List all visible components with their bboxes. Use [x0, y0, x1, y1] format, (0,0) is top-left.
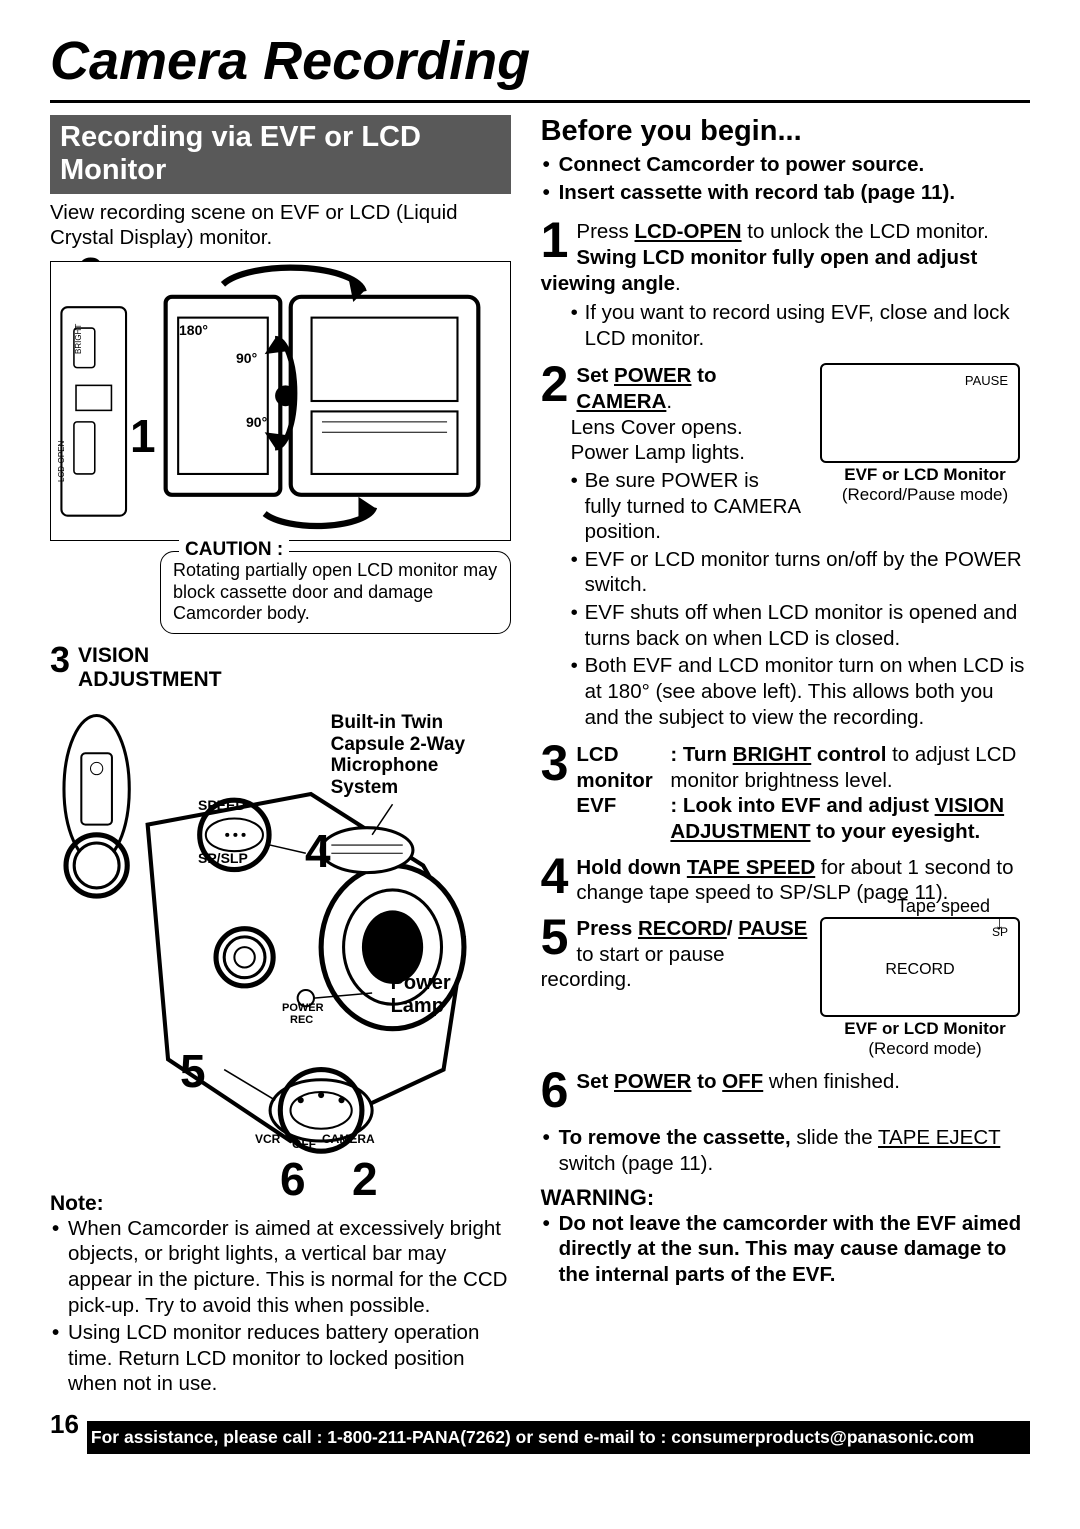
rec-label: REC	[290, 1014, 313, 1026]
step-2-sub: Both EVF and LCD monitor turn on when LC…	[571, 653, 1030, 730]
bright-label: BRIGHT	[74, 324, 83, 354]
step-6-text: Set POWER to OFF when finished.	[541, 1069, 1030, 1095]
lcd-val: : Turn BRIGHT control to adjust LCD moni…	[670, 742, 1030, 793]
before-you-begin-heading: Before you begin...	[541, 115, 1030, 148]
lcd-open-label: LCD-OPEN	[57, 441, 66, 482]
vision-adjustment-label: VISION ADJUSTMENT	[78, 644, 238, 692]
power-lamp-label: Power Lamp	[391, 972, 471, 1018]
before-bullet: Insert cassette with record tab (page 11…	[541, 180, 1030, 206]
lcd-key: LCD monitor	[576, 742, 666, 793]
note-item: When Camcorder is aimed at excessively b…	[50, 1216, 511, 1319]
callout-4: 4	[305, 824, 331, 878]
section-heading: Recording via EVF or LCD Monitor	[50, 115, 511, 194]
monitor-sublabel-2: (Record mode)	[820, 1039, 1030, 1059]
step-1-num: 1	[541, 219, 569, 262]
vision-num: 3	[50, 644, 70, 676]
monitor-label: EVF or LCD Monitor	[820, 465, 1030, 485]
caution-label: CAUTION :	[179, 539, 289, 562]
caution-text: Rotating partially open LCD monitor may …	[173, 560, 497, 623]
pause-indicator: PAUSE	[965, 373, 1008, 388]
step-2-sub: EVF or LCD monitor turns on/off by the P…	[571, 547, 1030, 598]
footer-assistance: For assistance, please call : 1-800-211-…	[87, 1421, 1030, 1454]
page-title: Camera Recording	[50, 30, 1030, 103]
page-number: 16	[50, 1409, 87, 1454]
step-6-num: 6	[541, 1069, 569, 1112]
step-2-sub: EVF shuts off when LCD monitor is opened…	[571, 600, 1030, 651]
evf-key: EVF	[576, 793, 666, 844]
vcr-label: VCR	[255, 1132, 280, 1146]
monitor-label-2: EVF or LCD Monitor	[820, 1019, 1030, 1039]
warning-heading: WARNING:	[541, 1185, 1030, 1211]
callout-1: 1	[130, 409, 156, 463]
angle-90a: 90°	[236, 350, 257, 366]
power-small-label: POWER	[282, 1002, 324, 1014]
note-item: Using LCD monitor reduces battery operat…	[50, 1320, 511, 1397]
step-2-num: 2	[541, 363, 569, 406]
spslp-label: SP/SLP	[198, 850, 248, 866]
record-indicator: RECORD	[822, 961, 1018, 979]
warning-text: Do not leave the camcorder with the EVF …	[541, 1211, 1030, 1288]
monitor-sublabel: (Record/Pause mode)	[820, 485, 1030, 505]
step-5-num: 5	[541, 916, 569, 959]
remove-cassette-text: To remove the cassette, slide the TAPE E…	[541, 1125, 1030, 1176]
intro-text: View recording scene on EVF or LCD (Liqu…	[50, 200, 511, 251]
speed-label: SPEED	[198, 797, 245, 813]
step-1-sub: If you want to record using EVF, close a…	[571, 300, 1030, 351]
before-bullet: Connect Camcorder to power source.	[541, 152, 1030, 178]
off-label: OFF	[292, 1137, 316, 1151]
step-2-sub: Be sure POWER is fully turned to CAMERA …	[571, 468, 801, 545]
step-1-text: Press LCD-OPEN to unlock the LCD monitor…	[541, 219, 1030, 296]
callout-2: 2	[352, 1152, 378, 1206]
step-3-num: 3	[541, 742, 569, 785]
angle-90b: 90°	[246, 414, 267, 430]
camera-small-label: CAMERA	[322, 1132, 375, 1146]
step-4-num: 4	[541, 855, 569, 898]
evf-val: : Look into EVF and adjust VISION ADJUST…	[670, 793, 1030, 844]
angle-180: 180°	[179, 322, 208, 338]
callout-6: 6	[280, 1152, 306, 1206]
callout-5: 5	[180, 1044, 206, 1098]
